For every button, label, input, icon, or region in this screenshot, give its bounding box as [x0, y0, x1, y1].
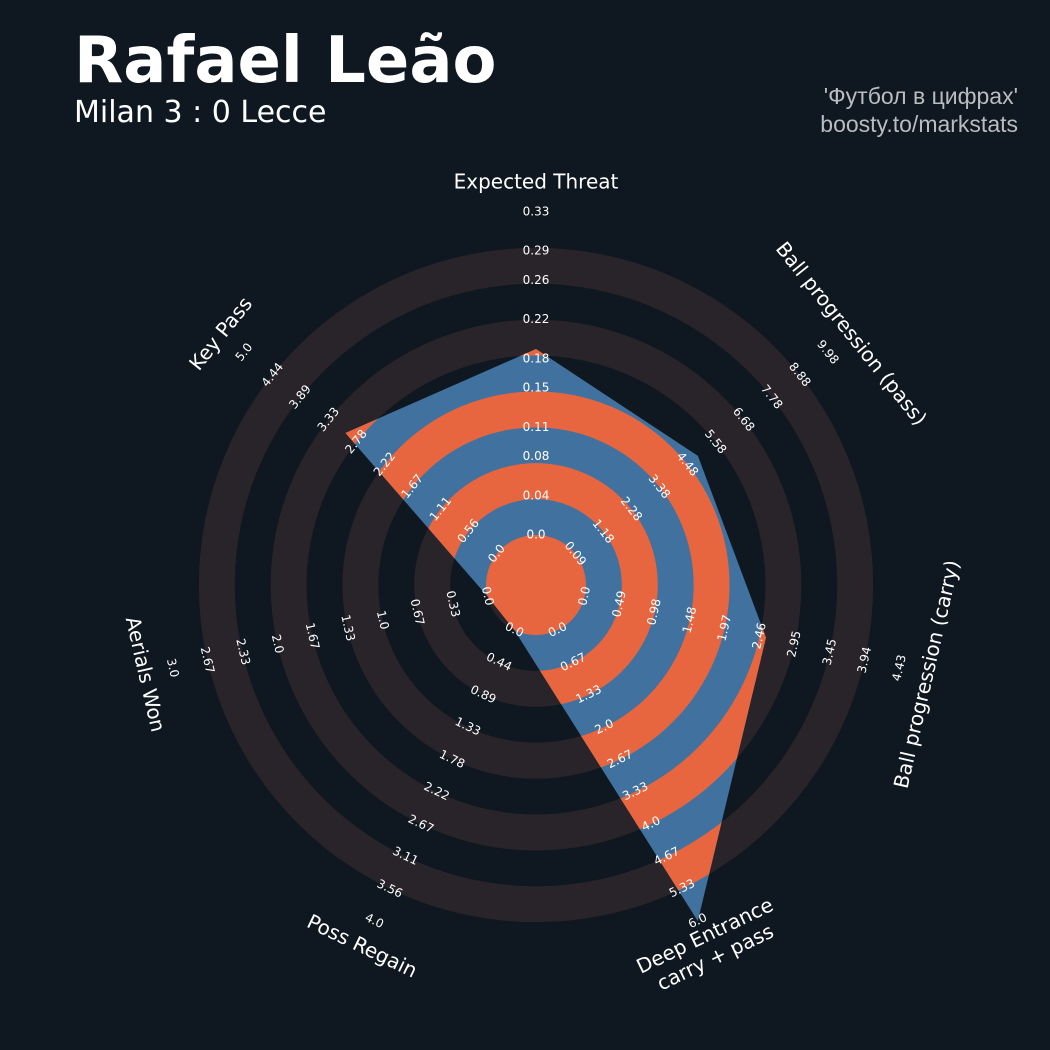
tick-label: 1.48 — [680, 605, 700, 634]
credit: boosty.to/markstats — [820, 111, 1018, 137]
center-circle — [486, 535, 586, 635]
tick-label: 0.26 — [523, 273, 550, 287]
tick-label: 3.94 — [855, 645, 875, 674]
tick-label: 2.33 — [233, 637, 253, 666]
axis-label: Expected Threat — [454, 170, 619, 194]
tick-label: 0.0 — [575, 585, 593, 607]
tick-label: 3.45 — [820, 637, 840, 666]
tick-label: 1.67 — [303, 621, 323, 650]
tick-label: 2.67 — [198, 645, 218, 674]
tick-label: 0.0 — [526, 528, 545, 542]
tick-label: 0.33 — [523, 205, 550, 219]
tick-label: 1.33 — [338, 613, 358, 642]
tick-label: 1.97 — [715, 613, 735, 642]
tick-label: 0.18 — [523, 351, 550, 365]
tick-label: 0.08 — [523, 449, 550, 463]
tick-label: 2.95 — [784, 629, 804, 658]
tick-label: 2.46 — [749, 621, 769, 650]
tick-label: 2.0 — [269, 633, 287, 655]
tick-label: 0.11 — [523, 420, 550, 434]
tick-label: 0.29 — [523, 244, 550, 258]
tick-label: 0.98 — [644, 597, 664, 626]
tick-label: 0.04 — [523, 488, 550, 502]
chart-title: Rafael Leão — [74, 24, 496, 98]
tick-label: 3.0 — [164, 657, 182, 679]
tick-label: 0.67 — [408, 598, 428, 627]
tick-label: 0.49 — [609, 589, 629, 618]
tick-label: 1.0 — [374, 609, 392, 631]
credit: 'Футбол в цифрах' — [824, 83, 1018, 109]
tick-label: 0.0 — [479, 585, 497, 607]
tick-label: 4.43 — [889, 653, 909, 682]
tick-label: 0.33 — [443, 589, 463, 618]
tick-label: 0.15 — [523, 381, 550, 395]
tick-label: 0.22 — [523, 312, 550, 326]
chart-subtitle: Milan 3 : 0 Lecce — [74, 95, 326, 130]
